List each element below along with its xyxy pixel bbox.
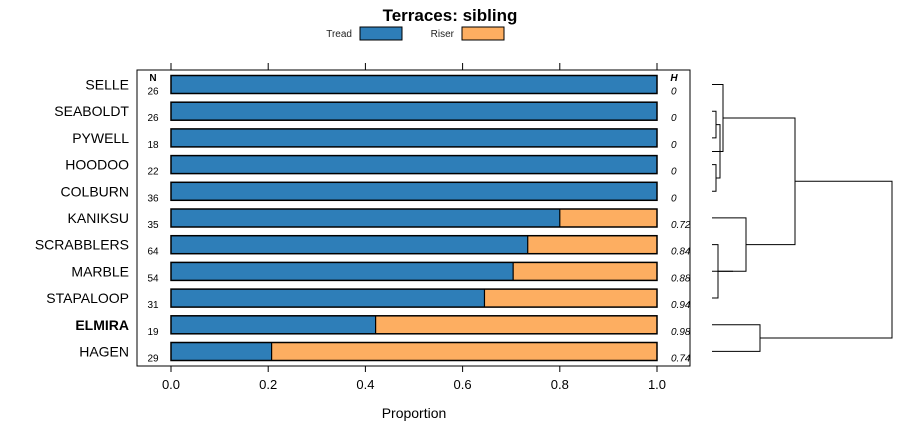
bar-outline bbox=[170, 288, 658, 308]
dendrogram bbox=[712, 84, 893, 352]
x-tick-label: 0.2 bbox=[259, 377, 277, 392]
x-tick-label: 0.6 bbox=[454, 377, 472, 392]
n-value: 35 bbox=[147, 220, 159, 231]
h-value: 0.94 bbox=[671, 300, 691, 311]
bar-segment-tread bbox=[171, 128, 657, 147]
h-value: 0 bbox=[671, 113, 677, 124]
dendrogram-branch bbox=[716, 124, 721, 179]
h-value: 0 bbox=[671, 193, 677, 204]
h-value: 0.84 bbox=[671, 247, 691, 258]
n-value: 18 bbox=[147, 140, 159, 151]
category-label: KANIKSU bbox=[68, 210, 129, 226]
bar-outline bbox=[170, 315, 658, 335]
x-tick-label: 0.4 bbox=[356, 377, 374, 392]
bar-segment-riser bbox=[484, 289, 657, 308]
bar-segment-riser bbox=[271, 342, 657, 361]
dendrogram-branch bbox=[723, 117, 796, 246]
n-value: 29 bbox=[147, 354, 159, 365]
bar-outline bbox=[170, 154, 658, 175]
h-value: 0 bbox=[671, 87, 677, 98]
n-value: 31 bbox=[147, 300, 159, 311]
bar-segment-riser bbox=[559, 209, 657, 227]
category-label: PYWELL bbox=[72, 130, 129, 146]
bar-outline bbox=[170, 181, 658, 202]
bar-segment-tread bbox=[171, 289, 485, 308]
bar-segment-riser bbox=[513, 262, 657, 281]
bar-segment-tread bbox=[171, 342, 272, 361]
bar-segment-tread bbox=[171, 182, 657, 201]
category-label: STAPALOOP bbox=[46, 290, 129, 306]
dendrogram-branch bbox=[712, 324, 761, 352]
bar-segment-tread bbox=[171, 209, 560, 227]
n-value: 36 bbox=[147, 193, 159, 204]
legend: Tread Riser bbox=[326, 26, 505, 41]
h-value: 0.74 bbox=[671, 354, 691, 365]
n-column-header: N bbox=[149, 73, 156, 84]
bars-group: N H SELLE 26 0 SEABOLDT 26 0 PYWELL 18 0 HOODOO 22 0 C… bbox=[35, 73, 691, 365]
bar-outline bbox=[170, 261, 658, 282]
n-value: 26 bbox=[147, 113, 159, 124]
n-value: 19 bbox=[147, 327, 159, 338]
category-label: ELMIRA bbox=[75, 317, 129, 333]
bar-outline bbox=[170, 208, 658, 228]
bar-segment-riser bbox=[527, 235, 657, 254]
h-value: 0.72 bbox=[671, 220, 691, 231]
x-axis-label: Proportion bbox=[382, 405, 447, 421]
category-label: HAGEN bbox=[79, 344, 129, 360]
x-axis: 0.0 0.2 0.4 0.6 0.8 1.0 bbox=[162, 63, 666, 392]
dendrogram-branch bbox=[712, 164, 717, 192]
bar-outline bbox=[170, 128, 658, 148]
dendrogram-branch bbox=[712, 110, 717, 139]
dendrogram-branch bbox=[760, 180, 893, 339]
h-value: 0 bbox=[671, 167, 677, 178]
bar-outline bbox=[170, 74, 658, 95]
legend-label-tread: Tread bbox=[326, 29, 352, 40]
bar-outline bbox=[170, 101, 658, 121]
category-label: SEABOLDT bbox=[54, 103, 129, 119]
h-column-header: H bbox=[670, 73, 678, 84]
bar-segment-tread bbox=[171, 262, 514, 281]
bar-outline bbox=[170, 234, 658, 255]
n-value: 22 bbox=[147, 167, 159, 178]
legend-label-riser: Riser bbox=[431, 29, 455, 40]
legend-swatch-tread bbox=[359, 26, 403, 41]
bar-segment-tread bbox=[171, 75, 657, 94]
category-label: SCRABBLERS bbox=[35, 237, 129, 253]
bar-segment-tread bbox=[171, 102, 657, 121]
dendrogram-branch bbox=[712, 84, 724, 152]
category-label: SELLE bbox=[85, 77, 129, 93]
n-value: 54 bbox=[147, 273, 159, 284]
legend-swatch-riser bbox=[461, 26, 505, 41]
category-label: COLBURN bbox=[61, 183, 129, 199]
x-tick-label: 0.0 bbox=[162, 377, 180, 392]
bar-segment-tread bbox=[171, 235, 528, 254]
n-value: 26 bbox=[147, 87, 159, 98]
chart-title: Terraces: sibling bbox=[383, 6, 518, 25]
bar-segment-tread bbox=[171, 315, 376, 334]
x-tick-label: 1.0 bbox=[648, 377, 666, 392]
h-value: 0 bbox=[671, 140, 677, 151]
plot-panel bbox=[136, 69, 691, 367]
n-value: 64 bbox=[147, 247, 159, 258]
bar-segment-riser bbox=[375, 315, 657, 334]
h-value: 0.98 bbox=[671, 327, 691, 338]
x-tick-label: 0.8 bbox=[551, 377, 569, 392]
bar-outline bbox=[170, 341, 658, 362]
category-label: MARBLE bbox=[71, 263, 129, 279]
h-value: 0.88 bbox=[671, 273, 691, 284]
bar-segment-tread bbox=[171, 155, 657, 174]
category-label: HOODOO bbox=[65, 157, 129, 173]
